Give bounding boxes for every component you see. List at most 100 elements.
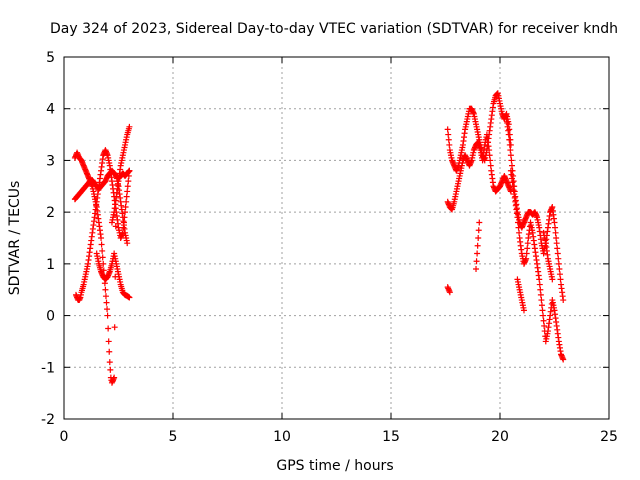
data-point bbox=[555, 260, 562, 267]
data-point bbox=[474, 250, 481, 257]
data-point bbox=[487, 162, 494, 169]
data-point bbox=[125, 178, 132, 185]
y-tick-label: -1 bbox=[41, 360, 55, 376]
x-tick-label: 20 bbox=[491, 429, 509, 445]
y-tick-label: 2 bbox=[46, 205, 55, 221]
series-sat-a bbox=[71, 167, 133, 203]
data-point bbox=[539, 307, 546, 314]
data-point bbox=[551, 219, 558, 226]
data-point bbox=[516, 229, 523, 236]
series-sat-j bbox=[507, 167, 567, 363]
x-tick-label: 5 bbox=[169, 429, 178, 445]
data-point bbox=[552, 224, 559, 231]
data-point bbox=[538, 302, 545, 309]
x-tick-label: 10 bbox=[273, 429, 291, 445]
data-point bbox=[514, 214, 521, 221]
y-tick-label: 4 bbox=[46, 102, 55, 118]
data-point bbox=[445, 136, 452, 143]
data-point bbox=[124, 240, 131, 247]
data-point bbox=[124, 188, 131, 195]
data-point bbox=[554, 245, 561, 252]
x-tick-label: 25 bbox=[600, 429, 618, 445]
data-point bbox=[553, 240, 560, 247]
x-tick-label: 15 bbox=[382, 429, 400, 445]
data-point bbox=[119, 229, 126, 236]
data-point bbox=[107, 366, 114, 373]
data-point bbox=[537, 286, 544, 293]
data-points bbox=[71, 90, 567, 386]
y-tick-label: -2 bbox=[41, 412, 55, 428]
chart-title: Day 324 of 2023, Sidereal Day-to-day VTE… bbox=[50, 21, 618, 37]
data-point bbox=[123, 198, 130, 205]
y-tick-labels: -2 -1 0 1 2 3 4 5 bbox=[41, 50, 55, 428]
series-sat-e bbox=[108, 123, 133, 226]
y-axis-label: SDTVAR / TECUs bbox=[7, 181, 23, 296]
data-point bbox=[540, 317, 547, 324]
data-point bbox=[120, 224, 127, 231]
data-point bbox=[508, 162, 515, 169]
data-point bbox=[506, 136, 513, 143]
data-point bbox=[446, 141, 453, 148]
x-axis-label: GPS time / hours bbox=[276, 458, 393, 474]
data-point bbox=[508, 157, 515, 164]
data-point bbox=[536, 276, 543, 283]
data-point bbox=[474, 242, 481, 249]
data-point bbox=[514, 219, 521, 226]
data-point bbox=[537, 291, 544, 298]
plot-frame bbox=[63, 56, 610, 420]
data-point bbox=[520, 307, 527, 314]
series-sat-i bbox=[503, 116, 567, 304]
data-point bbox=[105, 338, 112, 345]
data-point bbox=[102, 286, 109, 293]
data-point bbox=[120, 219, 127, 226]
data-point bbox=[106, 359, 113, 366]
data-point bbox=[524, 240, 531, 247]
data-point bbox=[486, 152, 493, 159]
data-point bbox=[444, 126, 451, 133]
x-tick-labels: 0 5 10 15 20 25 bbox=[60, 429, 618, 445]
data-point bbox=[99, 254, 106, 261]
data-point bbox=[98, 235, 105, 241]
data-point bbox=[538, 297, 545, 304]
data-point bbox=[111, 374, 118, 381]
data-point bbox=[556, 266, 563, 273]
data-point bbox=[506, 141, 513, 148]
data-point bbox=[540, 312, 547, 319]
data-point bbox=[554, 250, 561, 257]
data-point bbox=[125, 172, 132, 179]
data-point bbox=[123, 193, 130, 200]
data-point bbox=[541, 322, 548, 329]
y-tick-label: 1 bbox=[46, 257, 55, 273]
data-point bbox=[105, 325, 112, 332]
data-point bbox=[553, 235, 560, 241]
data-point bbox=[536, 281, 543, 288]
data-point bbox=[507, 152, 514, 159]
data-point bbox=[560, 356, 567, 363]
data-point bbox=[560, 297, 567, 304]
series-sat-f bbox=[444, 90, 514, 174]
data-point bbox=[103, 299, 110, 306]
data-point bbox=[557, 276, 564, 283]
data-point bbox=[555, 255, 562, 262]
data-point bbox=[99, 247, 106, 254]
y-tick-label: 0 bbox=[46, 309, 55, 325]
x-tick-label: 0 bbox=[60, 429, 69, 445]
data-point bbox=[126, 294, 133, 301]
data-point bbox=[486, 147, 493, 154]
data-point bbox=[549, 276, 556, 283]
grid-lines bbox=[64, 57, 609, 419]
data-point bbox=[473, 266, 480, 273]
data-point bbox=[487, 157, 494, 164]
data-point bbox=[524, 245, 531, 252]
data-point bbox=[523, 250, 530, 257]
data-point bbox=[124, 183, 131, 190]
data-point bbox=[104, 312, 111, 319]
data-point bbox=[122, 203, 129, 210]
data-point bbox=[475, 227, 482, 234]
y-tick-label: 3 bbox=[46, 153, 55, 169]
data-point bbox=[122, 209, 129, 216]
data-point bbox=[111, 324, 118, 331]
series-sat-g bbox=[444, 131, 514, 213]
series-sat-k bbox=[514, 229, 556, 314]
